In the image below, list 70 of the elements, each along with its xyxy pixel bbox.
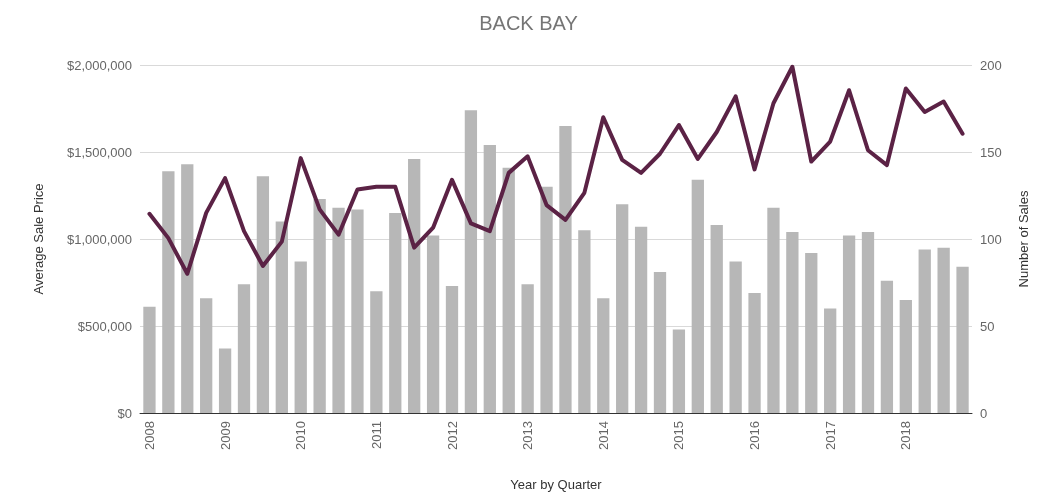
bar: [162, 171, 175, 413]
bar: [256, 176, 270, 413]
y2-tick-label: 0: [980, 405, 988, 421]
bar: [824, 308, 837, 413]
bar: [937, 247, 950, 413]
bar: [294, 261, 307, 413]
bar: [408, 158, 421, 413]
y2-tick-label: 150: [980, 144, 1002, 160]
bar: [143, 306, 156, 413]
bar: [313, 198, 326, 413]
x-tick-label: 2018: [898, 421, 914, 450]
x-tick-label: 2013: [520, 421, 536, 450]
bar: [540, 186, 553, 413]
x-tick-label: 2017: [822, 421, 838, 450]
line-series: [147, 64, 965, 276]
x-tick-label: 2008: [141, 421, 157, 450]
bar: [634, 226, 648, 413]
bar: [710, 225, 723, 413]
x-tick-label: 2010: [293, 421, 309, 450]
bar: [351, 209, 364, 413]
bar: [332, 207, 345, 413]
y-tick-label: $2,000,000: [66, 57, 132, 73]
bar: [653, 272, 667, 413]
bar: [861, 232, 875, 413]
bar: [899, 299, 912, 413]
bar: [218, 348, 232, 413]
bar: [672, 329, 686, 413]
x-tick-label: 2009: [217, 421, 233, 450]
bar: [275, 221, 288, 413]
bar: [370, 291, 383, 413]
x-axis-title: Year by Quarter: [510, 477, 603, 492]
x-tick-label: 2012: [444, 421, 460, 450]
chart-title: BACK BAY: [479, 12, 578, 34]
bar: [767, 207, 780, 413]
bar: [578, 230, 591, 413]
bar: [786, 232, 799, 413]
y2-tick-label: 100: [980, 231, 1002, 247]
y-axis-title: Average Sale Price: [31, 183, 46, 295]
bar: [842, 235, 856, 413]
y-tick-label: $0: [117, 405, 132, 421]
bar: [956, 266, 969, 413]
bar: [200, 298, 213, 413]
bar: [389, 212, 402, 413]
y2-tick-label: 50: [980, 318, 995, 334]
bar: [521, 284, 534, 413]
bar: [597, 298, 610, 413]
bar: [483, 145, 496, 413]
x-tick-label: 2016: [747, 421, 763, 450]
bar: [805, 252, 818, 413]
y2-axis-title: Number of Sales: [1016, 190, 1031, 288]
y2-tick-label: 200: [980, 57, 1002, 73]
y-tick-label: $1,500,000: [66, 144, 132, 160]
bar: [502, 167, 515, 413]
y-tick-label: $1,000,000: [66, 231, 132, 247]
bar: [464, 110, 478, 413]
bar: [918, 249, 931, 413]
bar: [880, 280, 894, 413]
bar: [559, 125, 572, 413]
bar: [729, 261, 742, 413]
x-tick-label: 2014: [595, 421, 611, 450]
bar: [445, 285, 459, 413]
bar: [237, 284, 251, 413]
bar: [616, 204, 629, 413]
bar: [181, 164, 194, 413]
x-tick-label: 2011: [368, 421, 384, 449]
x-tick-label: 2015: [671, 421, 687, 450]
bar: [426, 235, 440, 413]
y-tick-label: $500,000: [77, 318, 132, 334]
bar: [691, 179, 704, 413]
bar: [748, 292, 761, 413]
